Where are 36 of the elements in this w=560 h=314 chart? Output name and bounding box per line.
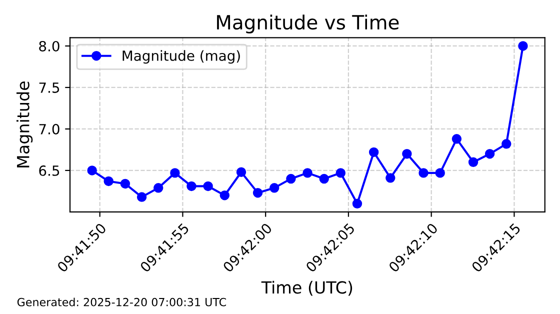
point bbox=[203, 181, 213, 192]
point bbox=[418, 168, 428, 178]
point bbox=[319, 174, 329, 184]
point bbox=[170, 168, 180, 178]
point bbox=[186, 181, 196, 192]
point bbox=[518, 41, 528, 51]
text: Generated: 2025-12-20 07:00:31 UTC bbox=[17, 298, 226, 306]
y-tick-label: 7.0 bbox=[39, 124, 60, 134]
x-axis-title: Time (UTC) bbox=[261, 280, 352, 296]
point bbox=[435, 168, 445, 178]
chart-title: Magnitude vs Time bbox=[217, 14, 399, 34]
point bbox=[452, 134, 462, 144]
point bbox=[302, 168, 312, 178]
legend-label: Magnitude (mag) bbox=[122, 50, 240, 64]
point bbox=[104, 176, 114, 186]
point bbox=[87, 166, 97, 176]
point bbox=[402, 149, 412, 159]
point bbox=[386, 173, 396, 183]
point bbox=[468, 157, 478, 168]
point bbox=[484, 149, 495, 159]
point bbox=[502, 139, 512, 149]
point bbox=[120, 178, 130, 189]
point bbox=[269, 183, 280, 193]
y-tick-label: 8.0 bbox=[39, 40, 60, 52]
point bbox=[286, 174, 296, 184]
y-tick-label: 6.5 bbox=[39, 165, 60, 176]
point bbox=[368, 147, 379, 158]
point bbox=[252, 188, 263, 198]
point bbox=[136, 192, 147, 202]
point bbox=[154, 183, 164, 193]
y-tick-label: 7.5 bbox=[39, 82, 60, 93]
y-axis-title: Magnitude bbox=[16, 82, 33, 168]
point bbox=[352, 198, 362, 209]
point bbox=[220, 190, 230, 200]
point bbox=[236, 167, 246, 177]
point bbox=[336, 168, 346, 178]
